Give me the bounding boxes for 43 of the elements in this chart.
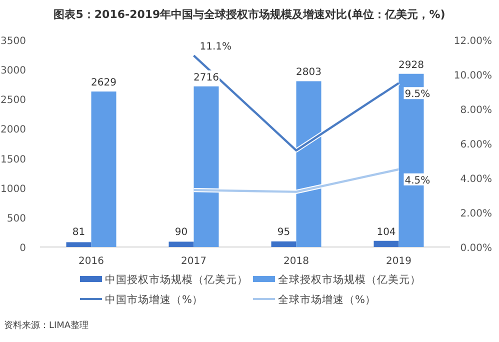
- y2-tick-label: 4.00%: [460, 174, 492, 185]
- bar: [66, 242, 92, 247]
- y2-tick-label: 2.00%: [460, 208, 492, 220]
- y-tick-label: 2500: [0, 95, 26, 106]
- y2-tick-label: 0.00%: [460, 243, 492, 254]
- legend-label: 全球授权市场规模（亿美元）: [278, 273, 421, 286]
- chart-title: 图表5：2016-2019年中国与全球授权市场规模及增速对比(单位：亿美元，%): [54, 8, 446, 21]
- y-tick-label: 3500: [0, 36, 26, 47]
- x-tick-label: 2018: [284, 256, 309, 267]
- y2-tick-label: 10.00%: [454, 70, 492, 82]
- y-tick-label: 2000: [0, 124, 26, 136]
- bar: [271, 241, 296, 247]
- y-tick-label: 3000: [0, 66, 26, 77]
- bar: [374, 240, 399, 247]
- x-tick-label: 2019: [386, 256, 412, 267]
- data-label: 2629: [91, 78, 116, 89]
- legend-label: 全球市场增速（%）: [278, 293, 376, 306]
- data-label: 4.5%: [404, 175, 430, 186]
- data-label: 104: [376, 226, 396, 238]
- y2-tick-label: 8.00%: [460, 105, 492, 116]
- data-label: 95: [277, 227, 290, 238]
- y2-tick-label: 6.00%: [460, 140, 492, 150]
- text: 资料来源：LIMA整理: [4, 320, 89, 331]
- legend-label: 中国授权市场规模（亿美元）: [105, 273, 248, 286]
- data-label: 2716: [194, 72, 219, 84]
- y2-tick-label: 12.00%: [454, 36, 492, 47]
- data-label: 2928: [398, 60, 424, 71]
- bar: [91, 92, 116, 247]
- bar: [168, 242, 194, 247]
- data-label: 81: [72, 227, 86, 238]
- data-label: 2803: [296, 67, 322, 78]
- bar: [296, 81, 322, 247]
- data-label: 90: [174, 227, 188, 238]
- x-tick-label: 2016: [78, 256, 104, 267]
- y-tick-label: 0: [20, 243, 26, 254]
- bar: [194, 86, 219, 247]
- y-tick-label: 1000: [0, 184, 26, 195]
- data-label: 9.5%: [404, 89, 430, 100]
- y-tick-label: 1500: [0, 154, 26, 166]
- x-tick-label: 2017: [181, 256, 206, 267]
- y-tick-label: 500: [6, 213, 26, 224]
- data-label: 11.1%: [200, 42, 232, 53]
- legend-label: 中国市场增速（%）: [105, 293, 203, 306]
